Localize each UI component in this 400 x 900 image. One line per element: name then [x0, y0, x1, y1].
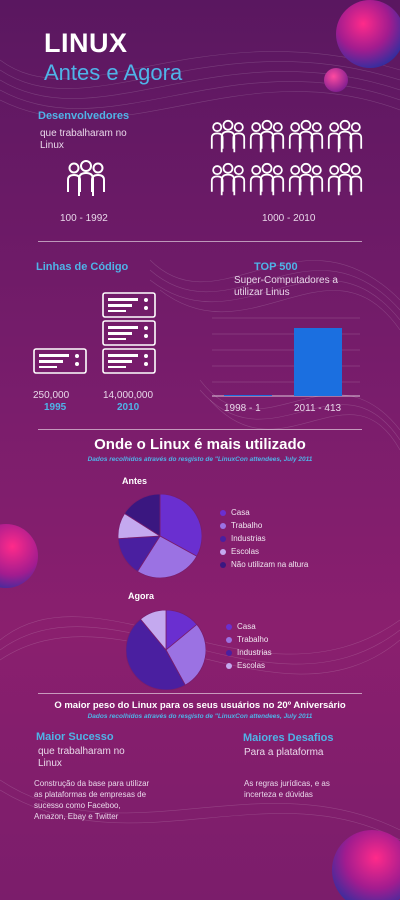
people-group-icon-small: [67, 160, 105, 196]
server-icon: [102, 320, 156, 346]
anniversary-source: Dados recolhidos através do resgisto de …: [87, 713, 313, 720]
people-group-icon: [327, 162, 363, 196]
pie-agora-label: Agora: [128, 591, 155, 601]
loc-left-year: 1995: [44, 402, 67, 413]
people-group-icon: [210, 162, 246, 196]
people-group-icon: [327, 119, 363, 153]
legend-swatch: [226, 649, 232, 656]
legend-swatch: [220, 509, 226, 516]
people-group-grid: [210, 118, 370, 206]
loc-right-value: 14,000,000: [103, 390, 154, 401]
legend-item: Industrias: [220, 532, 308, 545]
legend-item: Casa: [226, 620, 272, 633]
legend-swatch: [220, 522, 226, 529]
success-text: Construção da base para utilizar as plat…: [34, 779, 150, 821]
server-stack-small: [33, 348, 87, 376]
people-group-icon: [210, 119, 246, 153]
developers-left-label: 100 - 1992: [60, 213, 108, 224]
loc-left-value: 250,000: [33, 390, 70, 401]
legend-label: Não utilizam na altura: [231, 560, 309, 569]
divider: [38, 693, 362, 694]
server-stack-large: [102, 292, 156, 376]
divider: [38, 429, 362, 430]
page-title: LINUX: [44, 28, 128, 58]
people-group-icon: [249, 162, 285, 196]
challenges-text: As regras jurídicas, e as incerteza e dú…: [244, 779, 330, 799]
people-group-icon: [288, 162, 324, 196]
pie-antes-label: Antes: [122, 476, 148, 486]
legend-label: Escolas: [237, 661, 266, 670]
lines-of-code-heading: Linhas de Código: [36, 261, 129, 273]
pie-slice-industrias: [126, 618, 186, 690]
legend-label: Industrias: [237, 648, 272, 657]
usage-heading: Onde o Linux é mais utilizado: [94, 436, 306, 453]
challenges-title: Maiores Desafios: [243, 732, 334, 744]
server-icon: [33, 348, 87, 374]
divider: [38, 241, 362, 242]
server-icon: [102, 348, 156, 374]
decorative-orb-left: [0, 524, 38, 588]
people-group-icon: [288, 119, 324, 153]
anniversary-heading: O maior peso do Linux para os seus usuár…: [54, 700, 346, 711]
top500-bar-2011: [294, 328, 342, 396]
developers-heading: Desenvolvedores: [38, 110, 130, 122]
legend-item: Escolas: [220, 545, 308, 558]
legend-item: Não utilizam na altura: [220, 558, 308, 571]
challenges-subtitle: Para a plataforma: [244, 747, 324, 758]
legend-item: Industrias: [226, 646, 272, 659]
pie-slice-n-o-utilizam-na-altura: [123, 494, 161, 537]
legend-label: Trabalho: [237, 635, 269, 644]
decorative-orb-bottom: [332, 830, 400, 900]
loc-right-year: 2010: [117, 402, 140, 413]
top500-left-label: 1998 - 1: [224, 403, 261, 414]
page-subtitle: Antes e Agora: [44, 60, 183, 85]
pie-agora-legend: Casa Trabalho Industrias Escolas: [226, 620, 272, 672]
legend-swatch: [220, 535, 226, 542]
legend-item: Trabalho: [220, 519, 308, 532]
legend-label: Trabalho: [231, 521, 263, 530]
pie-slice-trabalho: [165, 623, 206, 686]
decorative-orb-top: [324, 0, 400, 92]
legend-swatch: [226, 636, 232, 643]
legend-swatch: [220, 561, 226, 568]
legend-label: Industrias: [231, 534, 266, 543]
legend-item: Escolas: [226, 659, 272, 672]
people-group-icon: [249, 119, 285, 153]
pie-slice-trabalho: [136, 535, 198, 578]
legend-swatch: [220, 548, 226, 555]
legend-swatch: [226, 623, 232, 630]
legend-swatch: [226, 662, 232, 669]
success-title: Maior Sucesso: [36, 731, 114, 743]
legend-item: Trabalho: [226, 633, 272, 646]
top500-right-label: 2011 - 413: [294, 403, 342, 414]
developers-right-label: 1000 - 2010: [262, 213, 316, 224]
pie-antes-legend: Casa Trabalho Industrias Escolas Não utiliza…: [220, 506, 308, 571]
usage-source: Dados recolhidos através do resgisto de …: [87, 456, 313, 463]
legend-label: Casa: [231, 508, 250, 517]
top500-heading: TOP 500: [254, 261, 298, 273]
legend-label: Casa: [237, 622, 256, 631]
pie-slice-casa: [159, 494, 202, 557]
top500-bar-1998: [224, 395, 272, 396]
legend-label: Escolas: [231, 547, 260, 556]
server-icon: [102, 292, 156, 318]
developers-description: que trabalharam no Linux: [40, 128, 127, 151]
success-subtitle: que trabalharam no Linux: [38, 746, 125, 769]
legend-item: Casa: [220, 506, 308, 519]
top500-description: Super-Computadores a utilizar Linus: [234, 275, 338, 298]
top500-bar-chart: [212, 317, 360, 397]
pie-slice-escolas: [139, 610, 167, 652]
pie-chart-antes: [118, 494, 202, 578]
pie-chart-agora: [126, 610, 206, 690]
